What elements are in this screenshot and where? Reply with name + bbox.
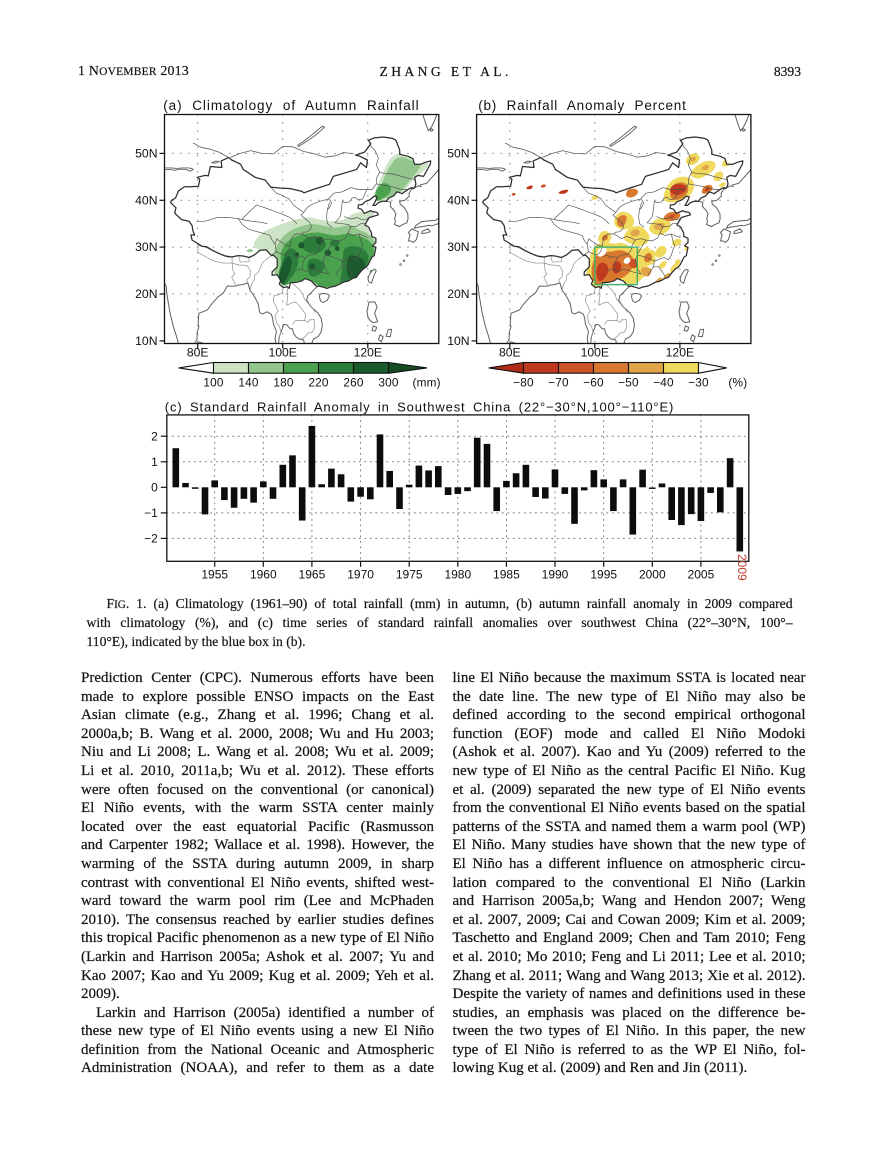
svg-text:1985: 1985 [493,567,520,581]
svg-text:(b) Rainfall Anomaly Percent: (b) Rainfall Anomaly Percent [478,98,686,113]
svg-text:−30: −30 [688,376,709,390]
svg-text:10N: 10N [135,334,157,348]
svg-text:(%): (%) [728,376,747,390]
svg-text:120E: 120E [354,345,382,359]
svg-text:1: 1 [151,455,158,469]
svg-text:(c) Standard Rainfall Anomaly: (c) Standard Rainfall Anomaly in Southwe… [165,399,674,414]
svg-text:10N: 10N [447,334,469,348]
svg-text:300: 300 [378,376,399,390]
svg-text:50N: 50N [135,146,157,160]
svg-text:260: 260 [343,376,364,390]
svg-text:2009: 2009 [735,554,749,581]
svg-text:1965: 1965 [299,567,326,581]
svg-text:20N: 20N [135,287,157,301]
svg-text:40N: 40N [135,193,157,207]
svg-text:100E: 100E [268,345,296,359]
svg-text:−50: −50 [618,376,639,390]
svg-text:40N: 40N [447,193,469,207]
svg-text:1955: 1955 [201,567,228,581]
svg-text:120E: 120E [666,345,694,359]
svg-text:180: 180 [273,376,294,390]
svg-text:−40: −40 [653,376,674,390]
svg-text:30N: 30N [135,240,157,254]
svg-text:1980: 1980 [444,567,471,581]
svg-text:0: 0 [151,481,158,495]
svg-text:140: 140 [238,376,259,390]
svg-text:2: 2 [151,429,158,443]
svg-text:2000: 2000 [639,567,666,581]
svg-text:(a) Climatology of Autumn Rain: (a) Climatology of Autumn Rainfall [163,98,419,113]
svg-text:100E: 100E [581,345,609,359]
svg-text:1960: 1960 [250,567,277,581]
svg-text:220: 220 [308,376,329,390]
svg-text:1975: 1975 [396,567,423,581]
svg-text:−1: −1 [144,506,158,520]
svg-text:1970: 1970 [347,567,374,581]
svg-text:−60: −60 [583,376,604,390]
svg-text:−2: −2 [144,532,158,546]
svg-text:1995: 1995 [590,567,617,581]
svg-text:−80: −80 [513,376,534,390]
svg-text:50N: 50N [447,146,469,160]
svg-text:−70: −70 [548,376,569,390]
svg-text:30N: 30N [447,240,469,254]
svg-text:80E: 80E [499,345,521,359]
svg-text:20N: 20N [447,287,469,301]
svg-text:100: 100 [203,376,224,390]
svg-text:(mm): (mm) [413,376,441,390]
svg-text:1990: 1990 [542,567,569,581]
svg-text:2005: 2005 [688,567,715,581]
svg-text:80E: 80E [187,345,209,359]
